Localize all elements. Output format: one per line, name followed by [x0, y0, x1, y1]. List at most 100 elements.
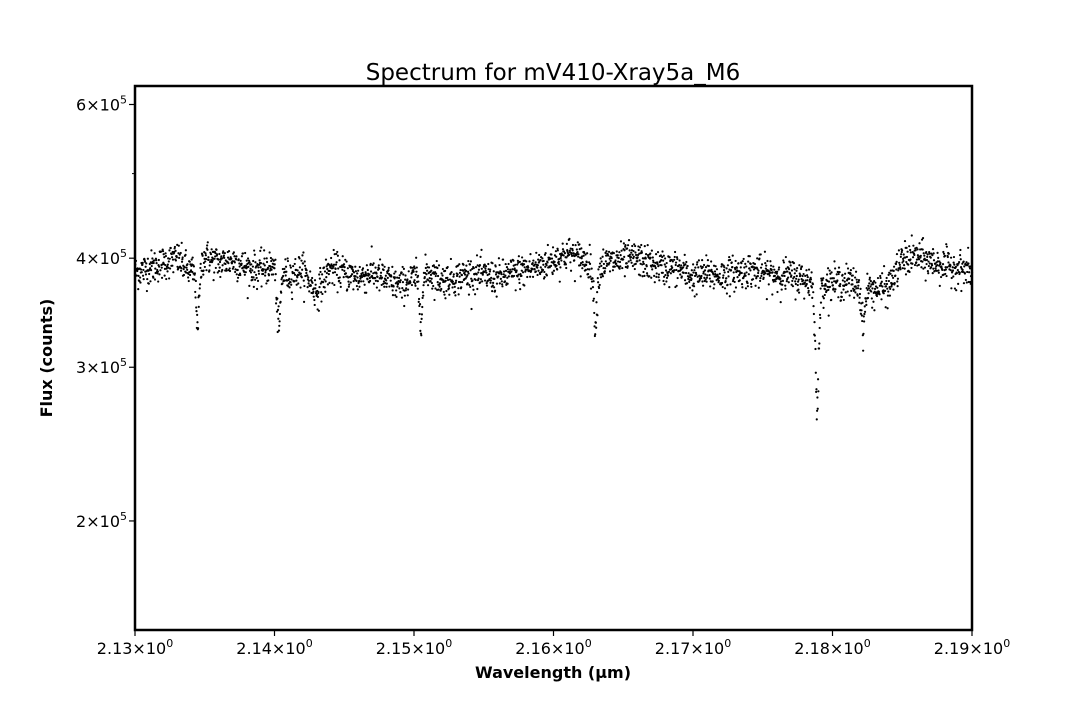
data-point	[888, 286, 891, 289]
data-point	[759, 253, 762, 256]
data-point	[863, 312, 866, 316]
data-point	[504, 269, 508, 272]
data-point	[859, 312, 862, 315]
data-point	[331, 271, 335, 274]
data-point	[435, 272, 438, 275]
data-point	[269, 256, 272, 260]
data-point	[706, 274, 709, 277]
data-point	[821, 284, 824, 287]
data-point	[462, 263, 465, 266]
data-point	[865, 287, 868, 290]
data-point	[691, 289, 694, 292]
data-point	[607, 250, 611, 253]
data-point	[605, 254, 608, 257]
data-point	[907, 263, 910, 266]
data-point	[785, 267, 788, 270]
data-point	[800, 278, 803, 281]
data-point	[863, 310, 867, 313]
data-point	[149, 280, 152, 283]
data-point	[663, 275, 666, 278]
data-point	[425, 263, 428, 266]
data-point	[884, 306, 887, 309]
data-point	[630, 249, 634, 252]
data-point	[964, 278, 967, 282]
data-point	[918, 242, 921, 245]
data-point	[332, 265, 335, 268]
data-point	[765, 298, 768, 301]
data-point	[323, 270, 327, 273]
data-point	[557, 260, 560, 263]
data-point	[507, 262, 510, 266]
data-point	[833, 280, 836, 283]
data-point	[501, 285, 504, 288]
data-point	[875, 294, 879, 298]
data-point	[556, 268, 559, 271]
data-point	[347, 280, 350, 283]
data-point	[815, 390, 818, 393]
data-point	[676, 257, 679, 261]
data-point	[539, 258, 542, 262]
data-point	[190, 258, 193, 261]
data-point	[202, 269, 205, 272]
data-point	[819, 287, 822, 290]
data-point	[332, 263, 336, 266]
data-point	[338, 276, 341, 279]
data-point	[628, 249, 631, 252]
data-point	[660, 258, 663, 262]
data-point	[236, 280, 239, 283]
data-point	[198, 283, 202, 286]
data-point	[644, 267, 647, 270]
x-tick-label: 2.15×100	[376, 637, 452, 658]
data-point	[576, 251, 579, 254]
data-point	[950, 287, 953, 290]
data-point	[284, 274, 287, 277]
data-point	[575, 248, 578, 251]
data-point	[827, 314, 830, 317]
data-point	[324, 280, 327, 283]
data-point	[162, 253, 165, 256]
data-point	[830, 298, 833, 302]
data-point	[198, 287, 201, 290]
data-point	[854, 291, 857, 294]
data-point	[258, 263, 261, 266]
data-point	[380, 276, 384, 279]
data-point	[896, 280, 899, 283]
data-point	[678, 259, 681, 262]
data-point	[550, 257, 554, 260]
data-point	[313, 303, 316, 307]
data-point	[488, 270, 491, 273]
data-point	[457, 293, 460, 296]
data-point	[479, 281, 482, 284]
data-point	[414, 282, 417, 285]
data-point	[366, 278, 369, 281]
data-point	[633, 243, 636, 246]
data-point	[549, 264, 553, 267]
data-point	[764, 272, 767, 275]
data-point	[352, 271, 356, 274]
data-point	[178, 253, 181, 256]
data-point	[603, 271, 606, 275]
data-point	[316, 308, 319, 311]
data-point	[838, 285, 842, 288]
data-point	[785, 280, 788, 283]
data-point	[484, 269, 487, 272]
data-point	[823, 284, 826, 287]
data-point	[542, 263, 545, 266]
data-point	[686, 264, 689, 268]
data-point	[620, 249, 623, 252]
data-point	[655, 272, 658, 275]
data-point	[437, 264, 441, 267]
data-point	[741, 259, 744, 263]
data-point	[378, 258, 382, 261]
data-point	[815, 418, 818, 421]
data-point	[342, 263, 346, 266]
data-point	[608, 257, 611, 260]
data-point	[349, 274, 353, 277]
data-point	[214, 252, 217, 255]
data-point	[207, 258, 210, 262]
data-point	[382, 280, 386, 283]
data-point	[886, 287, 889, 290]
data-point	[512, 274, 516, 278]
data-point	[448, 278, 452, 281]
data-point	[612, 252, 615, 255]
